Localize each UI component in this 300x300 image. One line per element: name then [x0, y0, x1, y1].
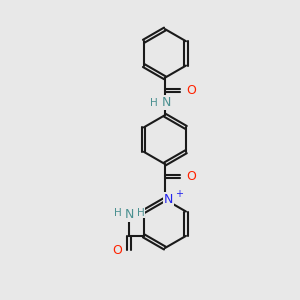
- Text: N: N: [164, 193, 173, 206]
- Text: O: O: [112, 244, 122, 257]
- Text: O: O: [186, 84, 196, 97]
- Text: H: H: [150, 98, 158, 108]
- Text: H: H: [114, 208, 122, 218]
- Text: H: H: [137, 208, 145, 218]
- Text: O: O: [186, 170, 196, 183]
- Text: N: N: [161, 96, 171, 109]
- Text: N: N: [125, 208, 134, 221]
- Text: +: +: [175, 189, 182, 199]
